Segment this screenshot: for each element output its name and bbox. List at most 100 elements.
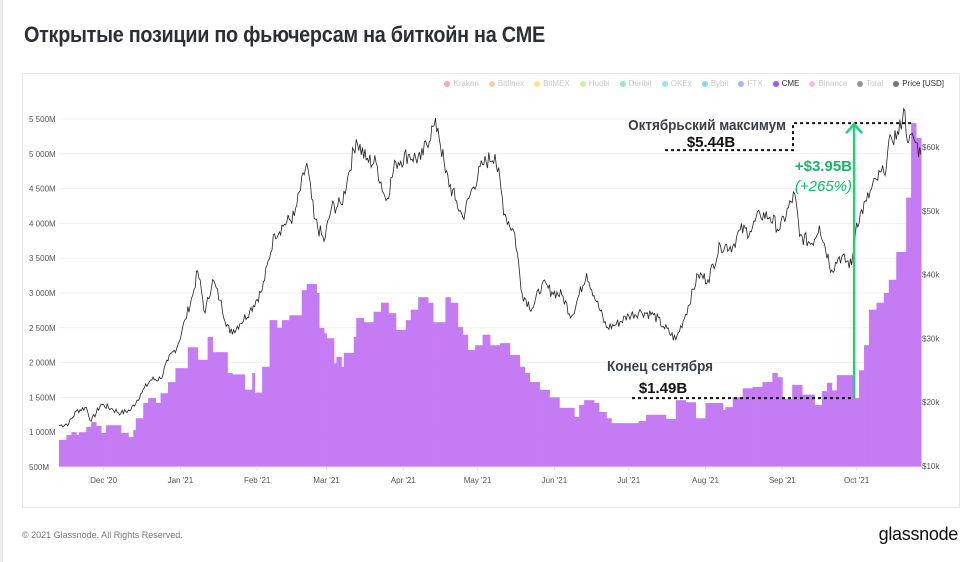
cme-oi-bar <box>197 359 209 467</box>
cme-oi-bar <box>333 363 337 467</box>
cme-oi-bar <box>324 333 327 467</box>
legend-item-price-usd[interactable]: Price [USD] <box>893 79 944 88</box>
legend-item-kraken[interactable]: Kraken <box>444 79 479 88</box>
cme-oi-bar <box>160 393 169 467</box>
cme-oi-bar <box>916 137 922 468</box>
page-title: Открытые позиции по фьючерсам на биткойн… <box>24 22 545 47</box>
y-tick-label: 5 500M <box>29 115 56 124</box>
cme-oi-bar <box>742 388 753 467</box>
legend-item-deribit[interactable]: Deribit <box>619 79 652 88</box>
legend-item-bitmex[interactable]: BitMEX <box>534 79 570 88</box>
legend-label: Total <box>866 79 884 88</box>
legend-label: FTX <box>747 79 763 88</box>
cme-oi-bar <box>826 382 833 467</box>
legend-dot-icon <box>444 80 451 87</box>
cme-oi-bar <box>675 400 687 467</box>
cme-oi-bar <box>252 373 256 467</box>
legend-item-okex[interactable]: OKEx <box>661 79 692 88</box>
legend-item-ftx[interactable]: FTX <box>738 79 763 88</box>
cme-oi-bar <box>96 425 102 467</box>
x-tick-label: May '21 <box>464 476 492 485</box>
cme-oi-bar <box>888 279 897 467</box>
cme-oi-bar <box>549 397 560 467</box>
x-tick-label: Oct '21 <box>844 476 870 485</box>
october-high-value: $5.44B <box>687 134 736 151</box>
cme-oi-bar <box>584 400 595 467</box>
october-high-guide <box>663 122 912 152</box>
price-line <box>58 107 922 428</box>
legend-item-huobi[interactable]: Huobi <box>579 79 610 88</box>
cme-oi-bar <box>232 374 246 467</box>
cme-oi-bar <box>762 382 773 467</box>
x-tick-label: Jun '21 <box>542 476 568 485</box>
x-tick-label: Sep '21 <box>769 476 796 485</box>
cme-oi-bar <box>499 343 511 467</box>
legend-label: Price [USD] <box>902 79 944 88</box>
y2-tick-label: $30k <box>922 334 940 343</box>
end-september-label: Конец сентября <box>607 358 713 375</box>
legend-dot-icon <box>619 80 626 87</box>
cme-oi-bar <box>695 418 706 467</box>
cme-oi-bar <box>262 366 270 467</box>
cme-oi-bar <box>772 373 778 467</box>
cme-oi-bar <box>207 336 213 467</box>
cme-oi-bar <box>519 366 526 467</box>
cme-oi-bar <box>821 391 828 467</box>
legend-label: Bitfinex <box>497 79 525 88</box>
chart-legend: Kraken Bitfinex BitMEX Huobi Deribit OKEx Bybi… <box>444 79 944 88</box>
cme-oi-bar <box>831 390 838 467</box>
cme-oi-bar <box>859 370 865 467</box>
page-left-rule <box>0 0 3 562</box>
cme-oi-bar <box>462 334 469 467</box>
cme-oi-bar <box>854 398 860 467</box>
legend-dot-icon <box>857 80 864 87</box>
cme-oi-bar <box>76 434 80 467</box>
end-september-value: $1.49B <box>639 380 688 397</box>
cme-oi-bar <box>135 418 144 467</box>
arrow-head-icon <box>845 122 864 135</box>
cme-oi-bar <box>868 309 877 467</box>
x-tick-label: Aug '21 <box>692 476 719 485</box>
legend-dot-icon <box>809 80 816 87</box>
y2-tick-label: $60k <box>922 143 940 152</box>
cme-oi-bar <box>381 302 389 467</box>
legend-item-binance[interactable]: Binance <box>809 79 847 88</box>
legend-item-total[interactable]: Total <box>857 79 883 88</box>
y2-tick-label: $40k <box>922 271 940 280</box>
cme-oi-bar <box>594 402 600 467</box>
x-tick-label: Apr '21 <box>391 476 417 485</box>
cme-oi-bar <box>732 397 744 467</box>
cme-oi-bar <box>782 398 793 467</box>
cme-oi-bar <box>128 437 134 467</box>
legend-label: Kraken <box>453 79 479 88</box>
legend-label: Huobi <box>588 79 610 88</box>
legend-dot-icon <box>488 80 495 87</box>
legend-dot-icon <box>701 80 708 87</box>
cme-oi-bar <box>326 338 335 467</box>
legend-item-bitfinex[interactable]: Bitfinex <box>488 79 525 88</box>
y-tick-label: 3 500M <box>29 254 56 263</box>
y-tick-label: 1 500M <box>29 393 56 402</box>
cme-oi-bar <box>428 302 434 467</box>
october-high-label: Октябрьский максимум <box>628 118 786 135</box>
cme-oi-bar <box>836 375 855 467</box>
x-tick-label: Feb '21 <box>244 476 271 485</box>
cme-oi-bar <box>343 352 355 467</box>
legend-item-bybit[interactable]: Bybit <box>701 79 728 88</box>
legend-item-cme[interactable]: CME <box>772 79 799 88</box>
cme-oi-bar <box>418 297 429 467</box>
cme-oi-bar <box>467 350 476 467</box>
cme-oi-bar <box>482 334 491 467</box>
cme-oi-bar <box>133 430 137 467</box>
y-tick-label: 2 500M <box>29 324 56 333</box>
y-tick-label: 4 000M <box>29 219 56 228</box>
cme-oi-bar <box>101 432 107 467</box>
legend-label: OKEx <box>670 79 692 88</box>
cme-oi-bar <box>244 389 253 467</box>
cme-oi-bar <box>514 354 521 467</box>
legend-dot-icon <box>772 80 779 87</box>
legend-dot-icon <box>579 80 586 87</box>
glassnode-logo[interactable]: glassnode <box>878 524 959 544</box>
cme-oi-bar <box>559 407 575 467</box>
